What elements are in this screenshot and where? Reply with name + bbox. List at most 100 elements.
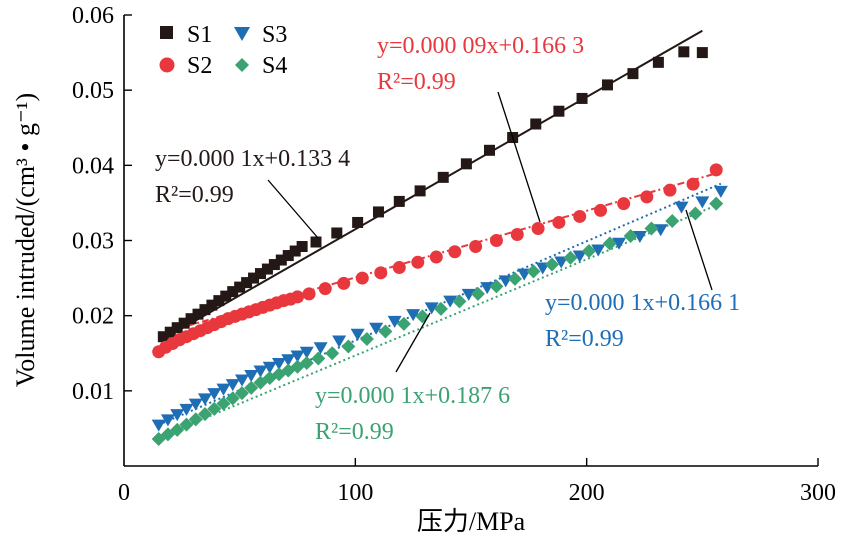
data-point xyxy=(414,185,426,197)
data-point xyxy=(452,294,467,309)
data-point xyxy=(244,370,259,383)
data-point xyxy=(185,313,197,325)
x-axis-title: 压力/MPa xyxy=(417,507,526,536)
data-point xyxy=(337,276,351,290)
data-point xyxy=(282,250,294,262)
data-point xyxy=(170,409,185,422)
data-point xyxy=(369,322,384,335)
data-point xyxy=(469,240,483,254)
data-point xyxy=(530,118,542,130)
y-tick-label: 0.04 xyxy=(72,153,114,179)
data-point xyxy=(350,328,365,341)
data-point xyxy=(311,351,326,366)
data-point xyxy=(411,255,425,269)
legend-label-s1: S1 xyxy=(187,22,212,48)
data-point xyxy=(178,317,190,329)
data-point xyxy=(216,383,231,396)
data-point xyxy=(392,261,406,275)
data-point xyxy=(170,422,185,437)
data-point xyxy=(591,244,606,257)
ticks-group: 0 100 200 300 0.01 0.02 0.03 0.04 0.05 0.06 xyxy=(72,3,836,506)
legend-marker-s1 xyxy=(160,26,173,39)
data-point xyxy=(640,190,654,204)
data-point xyxy=(199,304,211,316)
data-point xyxy=(480,282,495,295)
data-point xyxy=(289,245,301,257)
data-point xyxy=(387,315,402,328)
legend-label-s4: S4 xyxy=(262,53,287,79)
data-point xyxy=(261,263,273,275)
equation-s4: y=0.000 1x+0.187 6 xyxy=(315,383,510,409)
data-point xyxy=(460,158,472,170)
legend: S1 S3 S2 S4 xyxy=(159,22,287,79)
data-point xyxy=(372,206,384,218)
data-point xyxy=(601,79,613,91)
data-point xyxy=(254,268,266,280)
y-tick-label: 0.01 xyxy=(72,379,114,405)
data-point xyxy=(325,346,340,361)
series-s2 xyxy=(152,163,723,359)
r2-s2: R²=0.99 xyxy=(377,69,456,95)
data-point xyxy=(696,47,708,59)
data-point xyxy=(207,401,222,416)
y-tick-label: 0.03 xyxy=(72,229,114,255)
data-point xyxy=(244,380,259,395)
data-point xyxy=(213,295,225,307)
data-point xyxy=(576,92,588,104)
data-point xyxy=(461,288,476,301)
data-point xyxy=(652,56,664,68)
r2-s4: R²=0.99 xyxy=(315,419,394,445)
data-point xyxy=(573,209,587,223)
data-point xyxy=(663,183,677,197)
data-point xyxy=(281,354,296,367)
data-point xyxy=(393,195,405,207)
data-point xyxy=(216,396,231,411)
data-point xyxy=(563,250,578,265)
data-point xyxy=(627,68,639,80)
annotation-leaders xyxy=(267,91,713,373)
data-point xyxy=(179,403,194,416)
data-point xyxy=(359,331,374,346)
data-point xyxy=(341,339,356,354)
data-point xyxy=(290,350,305,363)
data-point xyxy=(531,221,545,235)
y-tick-label: 0.05 xyxy=(72,78,114,104)
data-point xyxy=(157,331,169,343)
series-s3 xyxy=(151,185,728,432)
data-point xyxy=(378,324,393,339)
data-point xyxy=(602,236,617,251)
data-point xyxy=(164,326,176,338)
data-point xyxy=(632,230,647,243)
data-point xyxy=(448,245,462,259)
legend-marker-s2 xyxy=(159,57,175,73)
equation-s2: y=0.000 09x+0.166 3 xyxy=(377,33,584,59)
data-point xyxy=(206,299,218,311)
data-point xyxy=(262,361,277,374)
data-point xyxy=(192,308,204,320)
data-point xyxy=(151,419,166,432)
data-point xyxy=(553,105,565,117)
data-point xyxy=(623,228,638,243)
data-point xyxy=(424,302,439,315)
x-tick-label: 300 xyxy=(800,480,836,506)
r2-s1: R²=0.99 xyxy=(155,182,234,208)
data-point xyxy=(653,224,668,237)
data-point xyxy=(197,393,212,406)
data-point xyxy=(310,236,322,248)
data-point xyxy=(355,271,369,285)
series-s1 xyxy=(157,46,708,343)
data-point xyxy=(299,356,314,371)
data-point xyxy=(234,281,246,293)
data-point xyxy=(197,407,212,422)
legend-marker-s4 xyxy=(235,58,249,72)
data-point xyxy=(227,286,239,298)
data-point xyxy=(510,227,524,241)
annotation-s2: y=0.000 09x+0.166 3 R²=0.99 xyxy=(377,33,584,95)
leader-line-s4 xyxy=(395,312,431,373)
data-point xyxy=(234,386,249,401)
data-point xyxy=(225,391,240,406)
data-point xyxy=(526,264,541,279)
data-point xyxy=(507,271,522,286)
data-point xyxy=(374,266,388,280)
data-point xyxy=(433,301,448,316)
